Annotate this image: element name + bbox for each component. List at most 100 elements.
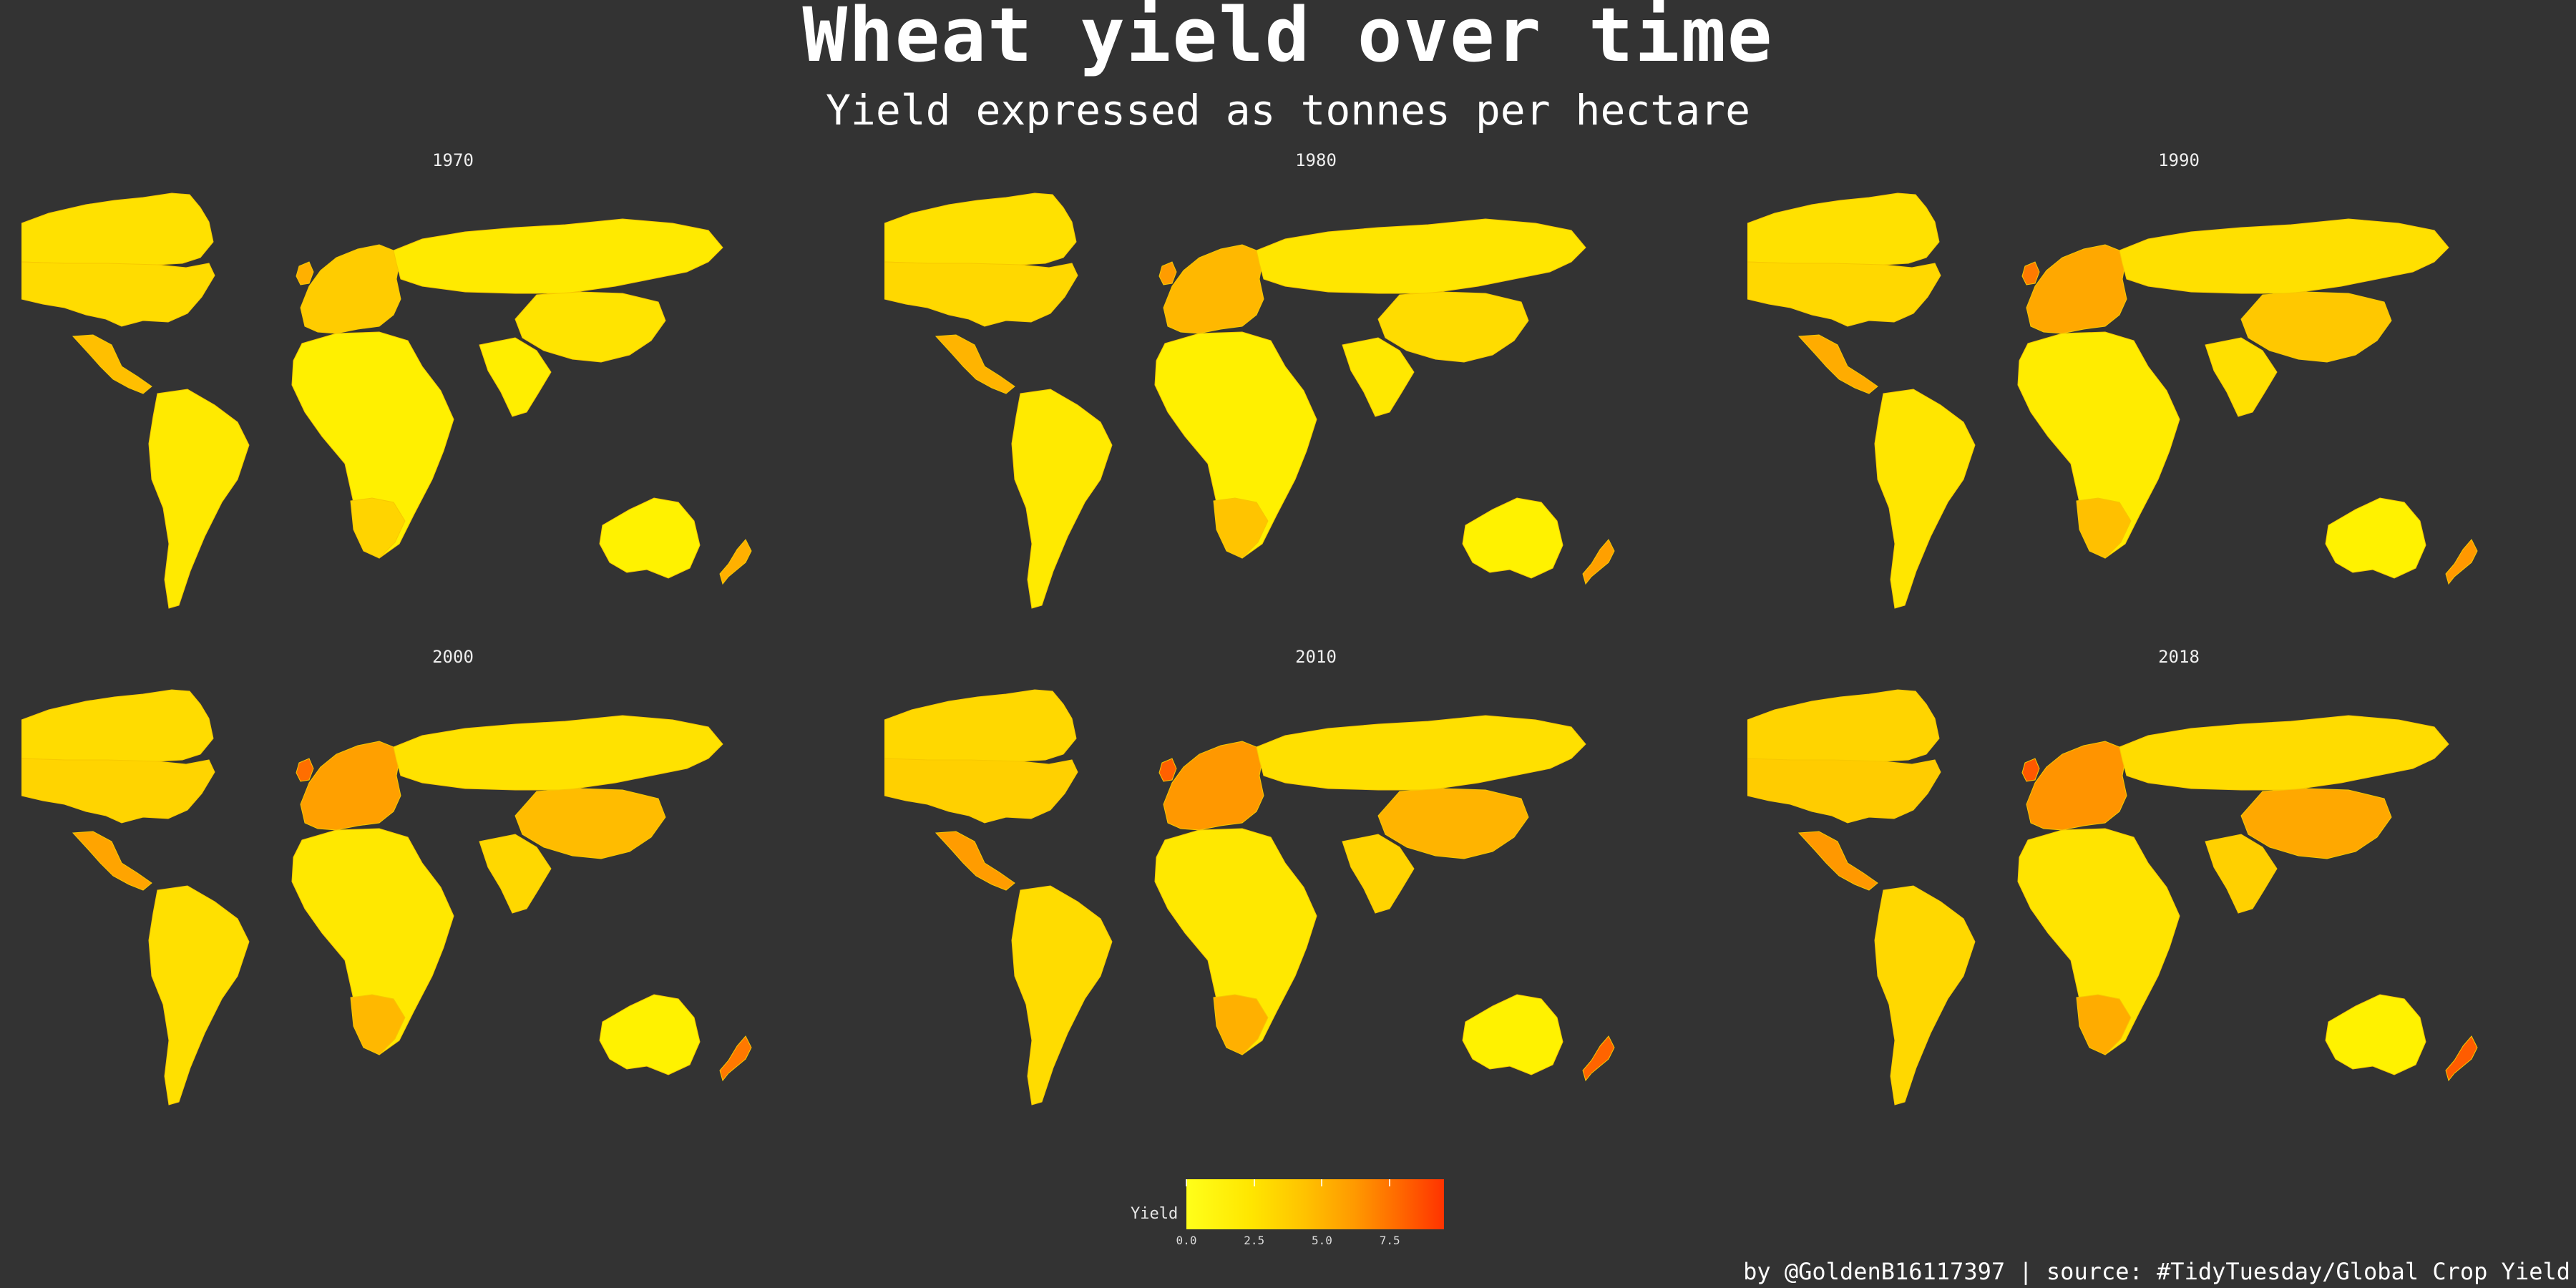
region-australia <box>2325 994 2426 1075</box>
caption: by @GoldenB16117397 | source: #TidyTuesd… <box>1743 1258 2570 1285</box>
region-southamerica <box>1874 885 1976 1106</box>
map-panel: 2018 <box>1747 647 2576 1133</box>
map-panel: 1970 <box>21 150 884 637</box>
world-map <box>1747 192 2478 609</box>
region-nz <box>2445 1035 2478 1082</box>
panel-year-label: 1980 <box>1295 150 1337 170</box>
legend-tick-label: 0.0 <box>1176 1234 1197 1247</box>
region-africa <box>2017 828 2180 1055</box>
region-china <box>1377 291 1529 363</box>
region-india <box>1342 337 1415 417</box>
region-india <box>1342 834 1415 914</box>
region-china <box>2240 291 2392 363</box>
world-map <box>21 192 752 609</box>
region-nz <box>1582 1035 1615 1082</box>
region-australia <box>1462 994 1563 1075</box>
region-nz <box>1582 539 1615 585</box>
region-southamerica <box>148 885 250 1106</box>
region-uk <box>2021 758 2040 782</box>
region-australia <box>2325 497 2426 579</box>
region-southafrica <box>350 994 406 1055</box>
region-africa <box>1154 828 1317 1055</box>
region-uk <box>1158 261 1177 286</box>
panel-year-label: 2018 <box>2158 647 2200 667</box>
legend-tick-mark <box>1389 1179 1391 1186</box>
region-southamerica <box>1011 885 1113 1106</box>
region-russia <box>2119 715 2449 791</box>
page-subtitle: Yield expressed as tonnes per hectare <box>825 86 1750 135</box>
panel-year-label: 2000 <box>432 647 474 667</box>
legend-tick-label: 5.0 <box>1312 1234 1332 1247</box>
region-india <box>479 834 552 914</box>
region-africa <box>291 828 454 1055</box>
region-china <box>514 291 666 363</box>
region-europe <box>2026 244 2127 334</box>
region-mexico <box>935 831 1015 891</box>
panel-year-label: 1990 <box>2158 150 2200 170</box>
legend-tick-mark <box>1186 1179 1187 1186</box>
region-mexico <box>72 334 152 394</box>
region-mexico <box>1797 334 1878 394</box>
map-panel: 2010 <box>884 647 1747 1133</box>
legend-colorbar <box>1186 1179 1444 1229</box>
region-nz <box>719 1035 752 1082</box>
legend-tick-mark <box>1321 1179 1323 1186</box>
map-panel: 1990 <box>1747 150 2576 637</box>
legend-tick-label: 7.5 <box>1379 1234 1400 1247</box>
region-nz <box>719 539 752 585</box>
region-southafrica <box>1213 994 1269 1055</box>
region-southafrica <box>2076 994 2132 1055</box>
region-usa <box>1747 758 1941 824</box>
region-southamerica <box>1874 389 1976 609</box>
region-europe <box>2026 741 2127 831</box>
region-africa <box>2017 331 2180 559</box>
region-russia <box>1256 715 1586 791</box>
color-legend: Yield 0.0 2.5 5.0 7.5 <box>1123 1174 1453 1259</box>
region-china <box>2240 788 2392 859</box>
region-europe <box>300 741 401 831</box>
map-panel: 1980 <box>884 150 1747 637</box>
region-africa <box>1154 331 1317 559</box>
region-uk <box>296 261 314 286</box>
region-canada <box>21 192 214 267</box>
region-russia <box>1256 218 1586 294</box>
region-usa <box>1747 261 1941 327</box>
region-russia <box>393 218 723 294</box>
region-canada <box>884 689 1077 763</box>
region-australia <box>599 497 701 579</box>
region-usa <box>884 261 1078 327</box>
region-russia <box>393 715 723 791</box>
region-southamerica <box>148 389 250 609</box>
region-europe <box>1163 741 1264 831</box>
legend-tick-label: 2.5 <box>1244 1234 1265 1247</box>
region-africa <box>291 331 454 559</box>
region-canada <box>1747 689 1940 763</box>
region-uk <box>296 758 314 782</box>
region-india <box>479 337 552 417</box>
legend-tick-mark <box>1253 1179 1255 1186</box>
legend-title: Yield <box>1131 1205 1179 1223</box>
region-usa <box>884 758 1078 824</box>
region-russia <box>2119 218 2449 294</box>
world-map <box>884 689 1615 1106</box>
region-uk <box>2021 261 2040 286</box>
region-southafrica <box>1213 497 1269 559</box>
region-southamerica <box>1011 389 1113 609</box>
region-usa <box>21 261 215 327</box>
region-mexico <box>935 334 1015 394</box>
map-panel: 2000 <box>21 647 884 1133</box>
region-canada <box>21 689 214 763</box>
region-europe <box>300 244 401 334</box>
region-canada <box>1747 192 1940 267</box>
region-europe <box>1163 244 1264 334</box>
region-china <box>1377 788 1529 859</box>
region-china <box>514 788 666 859</box>
region-india <box>2205 337 2278 417</box>
world-map <box>1747 689 2478 1106</box>
region-southafrica <box>350 497 406 559</box>
region-canada <box>884 192 1077 267</box>
world-map <box>21 689 752 1106</box>
panel-year-label: 2010 <box>1295 647 1337 667</box>
region-australia <box>1462 497 1563 579</box>
region-mexico <box>1797 831 1878 891</box>
